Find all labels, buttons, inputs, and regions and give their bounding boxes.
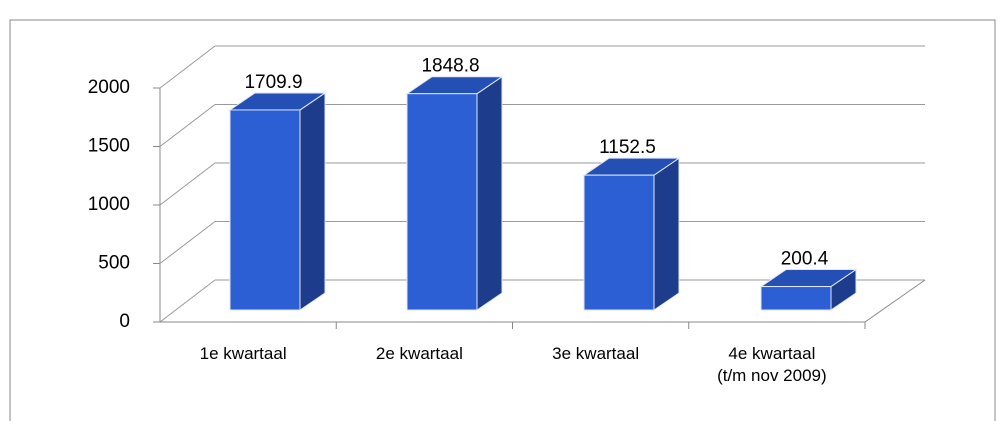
- bar: [760, 286, 832, 311]
- bar-side: [653, 157, 680, 311]
- value-label: 1709.9: [244, 72, 302, 93]
- grid-line: [159, 45, 216, 89]
- y-tick-label: 1500: [88, 136, 130, 157]
- value-label: 200.4: [781, 249, 829, 270]
- value-label: 1152.5: [599, 137, 656, 158]
- x-tick-label: 3e kwartaal: [552, 344, 640, 363]
- grid-line: [159, 104, 216, 147]
- y-tick-label: 0: [119, 311, 130, 332]
- value-label: 1848.8: [421, 56, 479, 77]
- grid-line: [159, 221, 216, 264]
- y-tick-label: 2000: [88, 77, 130, 98]
- x-tick-label: 4e kwartaal (t/m nov 2009): [717, 344, 827, 385]
- bar: [406, 93, 478, 311]
- grid-line: [159, 279, 216, 323]
- bar-side: [299, 91, 326, 311]
- chart-frame: [9, 19, 996, 421]
- y-tick-label: 1000: [88, 194, 130, 215]
- x-tick-label: 2e kwartaal: [375, 344, 463, 363]
- bar: [583, 174, 655, 311]
- grid-line: [159, 162, 216, 206]
- x-tick-label: 1e kwartaal: [199, 344, 287, 363]
- bar-side: [476, 75, 503, 311]
- bar: [229, 109, 301, 311]
- y-tick-label: 500: [98, 253, 130, 274]
- floor-edge: [864, 279, 926, 323]
